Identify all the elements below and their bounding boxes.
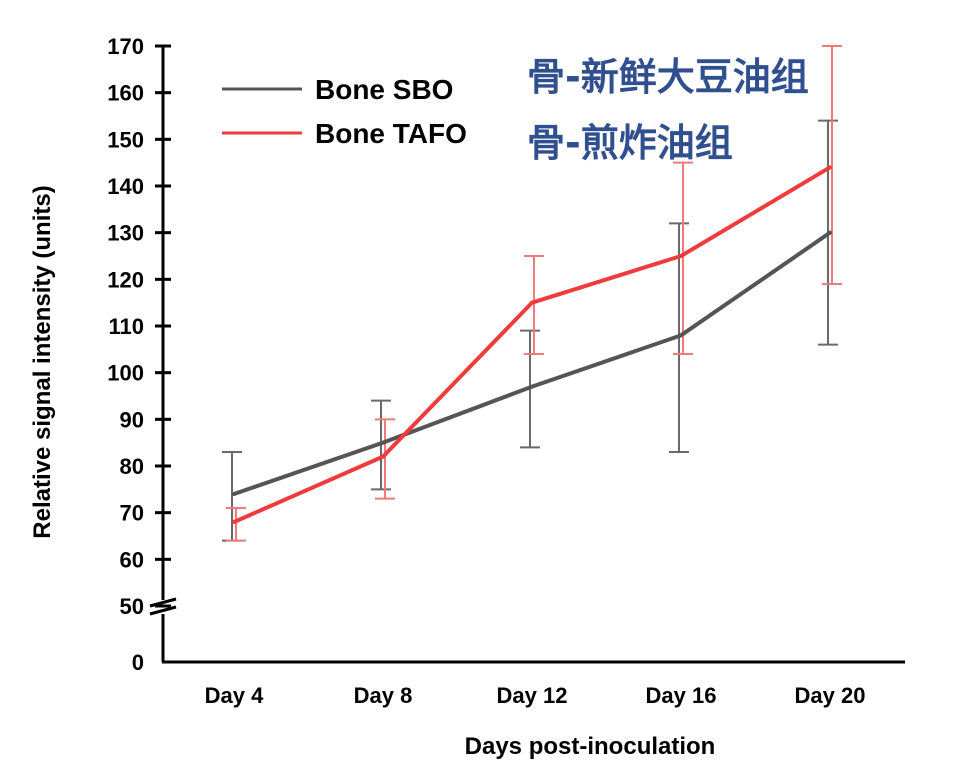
data-point	[679, 254, 683, 258]
series-line-bone-sbo	[233, 231, 832, 496]
y-tick-label: 150	[107, 127, 144, 152]
x-tick-label: Day 8	[354, 683, 413, 708]
data-point	[530, 300, 534, 305]
x-tick-label: Day 4	[205, 683, 264, 708]
y-tick-label: 100	[107, 361, 144, 386]
y-tick-label: 80	[120, 454, 144, 479]
y-tick-label: 130	[107, 221, 144, 246]
data-point	[232, 492, 236, 496]
data-point	[828, 230, 832, 235]
data-point	[828, 165, 832, 170]
y-tick-label: 110	[109, 314, 145, 339]
y-tick-label: 60	[120, 547, 144, 572]
x-tick-label: Day 20	[795, 683, 866, 708]
y-tick-label: 70	[120, 501, 144, 526]
axis-break-mark-2	[149, 605, 177, 616]
data-point	[381, 440, 385, 445]
x-axis-title: Days post-inoculation	[465, 733, 716, 760]
axis-break-mark-1	[149, 597, 177, 608]
x-tick-label: Day 16	[646, 683, 717, 708]
y-tick-label: 140	[107, 174, 144, 199]
data-point	[381, 454, 385, 459]
data-point	[232, 520, 236, 524]
y-axis-title: Relative signal intensity (units)	[29, 185, 56, 538]
legend-label-tafo: Bone TAFO	[315, 118, 467, 149]
annotation-sbo-chinese: 骨-新鲜大豆油组	[527, 55, 809, 99]
series-line-bone-tafo	[233, 165, 832, 524]
annotation-tafo-chinese: 骨-煎炸油组	[527, 121, 733, 165]
x-tick-label: Day 12	[497, 683, 568, 708]
y-tick-label: 170	[107, 34, 144, 59]
y-tick-label: 0	[132, 650, 144, 675]
legend-label-sbo: Bone SBO	[315, 74, 453, 105]
y-tick-label: 90	[120, 407, 144, 432]
y-tick-label: 160	[107, 81, 144, 106]
data-point	[530, 384, 534, 389]
y-tick-label: 50	[120, 594, 144, 619]
y-tick-label: 120	[107, 267, 144, 292]
data-point	[679, 333, 683, 338]
